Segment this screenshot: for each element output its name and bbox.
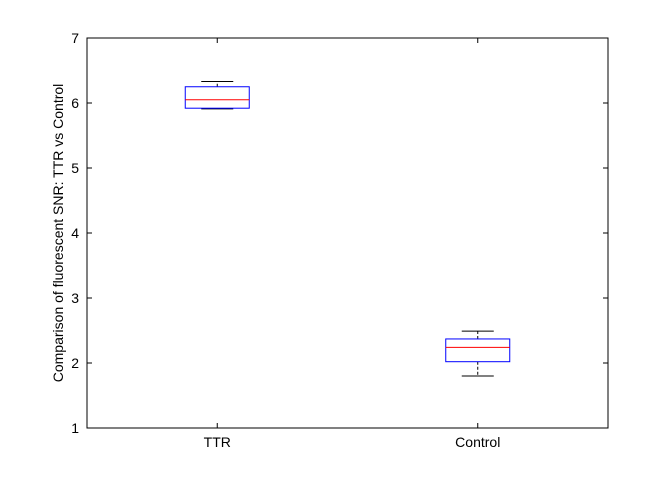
y-tick-label: 5 [71,160,79,176]
plot-area [86,37,609,429]
y-tick-label: 3 [71,290,79,306]
iqr-box [184,86,250,109]
y-axis-label: Comparison of fluorescent SNR: TTR vs Co… [50,84,66,383]
x-axis: TTR Control [204,38,500,450]
y-tick-label: 6 [71,95,79,111]
y-tick-label: 1 [71,420,79,436]
box-ttr [184,81,250,110]
iqr-box [445,338,511,363]
x-tick-label: Control [455,434,500,450]
y-axis: 1 2 3 4 5 6 7 [71,30,608,436]
y-tick-label: 4 [71,225,79,241]
y-tick-label: 2 [71,355,79,371]
y-tick-label: 7 [71,30,79,46]
box-control [445,330,511,377]
boxes-group [184,81,511,377]
x-tick-label: TTR [204,434,231,450]
